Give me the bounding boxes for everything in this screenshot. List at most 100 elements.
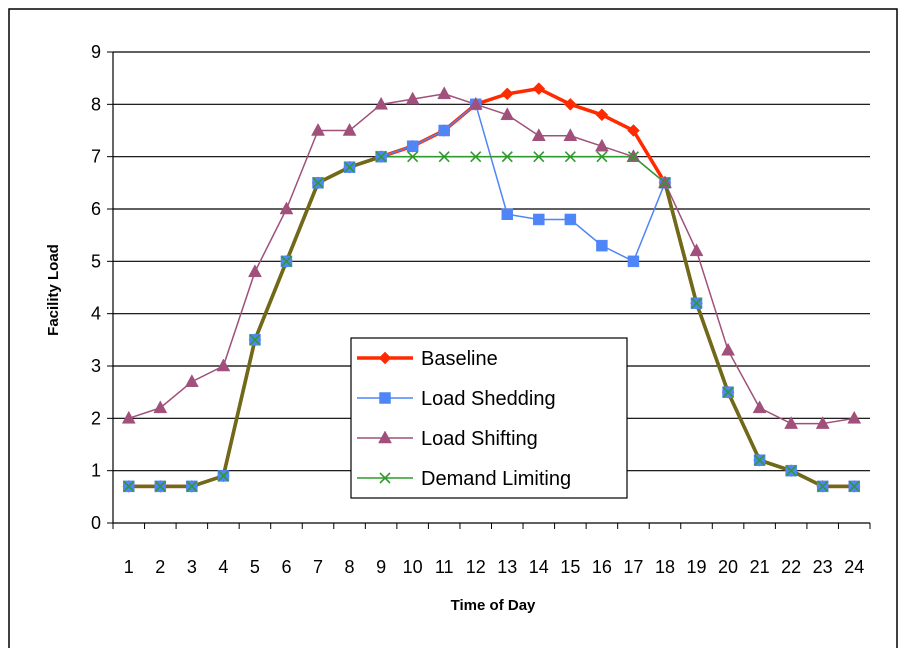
- x-marker-stroke: [375, 151, 387, 163]
- x-marker-stroke: [186, 480, 198, 492]
- data-point-baseline: [564, 97, 577, 111]
- data-point-load-shifting: [563, 128, 578, 141]
- x-marker-stroke: [249, 334, 261, 346]
- data-point-demand-limiting: [722, 386, 734, 398]
- x-tick-label: 1: [124, 557, 134, 577]
- x-tick-label: 8: [345, 557, 355, 577]
- data-point-baseline: [532, 82, 546, 95]
- chart-frame: [8, 8, 898, 648]
- data-point-demand-limiting: [596, 151, 608, 163]
- x-tick-label: 14: [529, 557, 549, 577]
- data-point-load-shifting: [374, 96, 389, 110]
- legend-label: Load Shifting: [421, 428, 538, 450]
- markers-demand-limiting: [123, 151, 860, 492]
- data-point-load-shedding: [627, 255, 640, 268]
- data-point-load-shifting: [216, 358, 231, 372]
- x-tick-label: 9: [376, 557, 386, 577]
- data-point-demand-limiting: [690, 297, 703, 309]
- data-point-demand-limiting: [848, 480, 860, 492]
- y-tick-label: 5: [91, 251, 101, 271]
- x-marker-stroke: [848, 480, 860, 492]
- y-tick-label: 4: [91, 304, 101, 324]
- legend-label: Demand Limiting: [421, 468, 571, 490]
- x-tick-label: 10: [403, 557, 423, 577]
- x-marker-stroke: [280, 255, 293, 267]
- legend-marker: [378, 430, 392, 444]
- x-tick-label: 2: [155, 557, 165, 577]
- data-point-demand-limiting: [817, 480, 829, 492]
- y-tick-label: 1: [91, 461, 101, 481]
- x-marker-stroke: [123, 480, 135, 492]
- x-marker-stroke: [817, 480, 829, 492]
- x-tick-label: 7: [313, 557, 323, 577]
- x-marker-stroke: [438, 151, 450, 163]
- data-point-load-shedding: [533, 213, 545, 226]
- y-tick-label: 9: [91, 42, 101, 62]
- y-tick-label: 3: [91, 356, 101, 376]
- data-point-load-shedding: [564, 213, 577, 226]
- data-point-load-shedding: [438, 124, 450, 137]
- x-marker-stroke: [596, 151, 608, 163]
- data-point-demand-limiting: [407, 151, 419, 163]
- x-marker-stroke: [470, 151, 482, 163]
- x-marker-stroke: [501, 151, 513, 163]
- data-point-load-shifting: [405, 91, 420, 105]
- data-point-load-shifting: [153, 400, 168, 414]
- data-point-demand-limiting: [280, 255, 293, 267]
- y-tick-label: 6: [91, 199, 101, 219]
- data-point-load-shifting: [594, 138, 609, 152]
- x-marker-stroke: [533, 151, 545, 163]
- data-point-load-shifting: [121, 410, 136, 424]
- x-marker-stroke: [217, 470, 229, 482]
- series-line-load-shifting: [128, 93, 855, 425]
- data-point-load-shedding: [501, 208, 514, 220]
- data-point-demand-limiting: [375, 151, 387, 163]
- x-tick-label: 12: [466, 557, 486, 577]
- data-point-baseline: [627, 124, 640, 137]
- data-point-load-shedding: [596, 239, 608, 252]
- data-point-demand-limiting: [501, 151, 513, 163]
- series-group: [121, 82, 862, 493]
- x-marker-stroke: [754, 454, 766, 466]
- legend: Baseline Load Shedding Load Shifting Demand…: [350, 337, 628, 499]
- data-point-load-shifting: [500, 107, 515, 121]
- x-tick-label: 5: [250, 557, 260, 577]
- legend-marker: [378, 351, 392, 365]
- x-marker-stroke: [312, 177, 324, 189]
- x-tick-label: 22: [781, 557, 801, 577]
- legend-label: Load Shedding: [421, 388, 556, 410]
- x-tick-label: 24: [844, 557, 864, 577]
- data-point-demand-limiting: [343, 161, 356, 173]
- x-marker-stroke: [659, 177, 671, 189]
- x-tick-label: 18: [655, 557, 675, 577]
- data-point-demand-limiting: [154, 480, 166, 492]
- legend-marker: [379, 392, 391, 404]
- x-tick-label: 21: [750, 557, 770, 577]
- legend-item-baseline: Baseline: [357, 348, 498, 370]
- data-point-demand-limiting: [249, 334, 261, 346]
- x-tick-label: 16: [592, 557, 612, 577]
- data-point-demand-limiting: [533, 151, 545, 163]
- x-marker-stroke: [154, 480, 166, 492]
- data-point-demand-limiting: [123, 480, 135, 492]
- y-tick-label: 7: [91, 147, 101, 167]
- data-point-load-shifting: [752, 400, 767, 414]
- data-point-demand-limiting: [754, 454, 766, 466]
- data-point-load-shifting: [847, 410, 862, 424]
- data-point-demand-limiting: [659, 177, 671, 189]
- data-point-demand-limiting: [564, 151, 576, 163]
- data-point-load-shifting: [437, 86, 452, 100]
- data-point-load-shifting: [184, 374, 199, 387]
- y-tick-label: 0: [91, 513, 101, 533]
- data-point-load-shifting: [721, 342, 735, 356]
- data-point-demand-limiting: [217, 470, 229, 482]
- data-point-load-shifting: [311, 122, 325, 136]
- data-point-demand-limiting: [785, 465, 797, 477]
- x-tick-label: 4: [218, 557, 228, 577]
- x-tick-label: 20: [718, 557, 738, 577]
- legend-item-demand-limiting: Demand Limiting: [357, 468, 571, 490]
- data-point-load-shifting: [342, 122, 357, 136]
